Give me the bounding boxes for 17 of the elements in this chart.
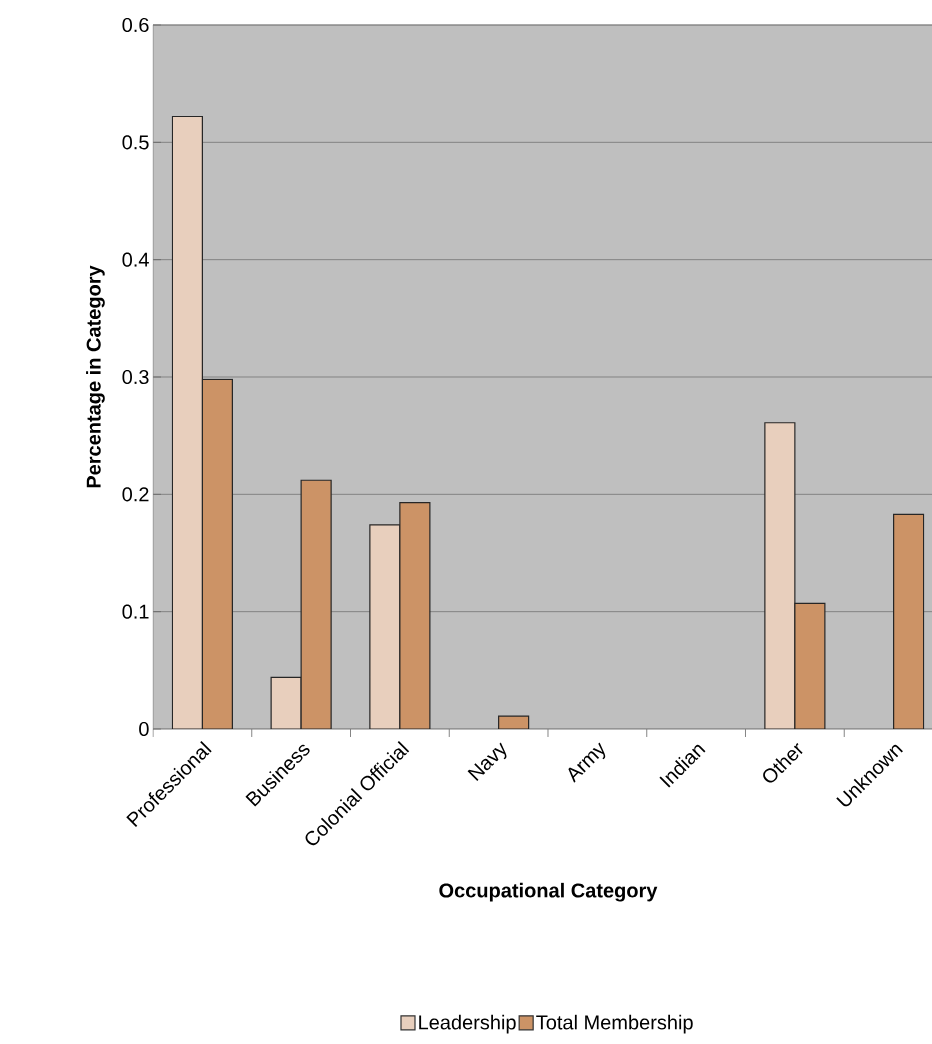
bar xyxy=(171,115,203,729)
y-tick-label: 0 xyxy=(139,721,149,737)
bar xyxy=(498,715,530,729)
bar xyxy=(893,513,925,729)
legend-label: Total Membership xyxy=(536,1014,693,1034)
legend-label: Leadership xyxy=(419,1014,516,1034)
y-tick-label: 0.4 xyxy=(122,252,149,267)
y-tick-label: 0.3 xyxy=(122,369,149,385)
y-axis-title: Percentage in Category xyxy=(86,265,105,488)
y-tick-label: 0.5 xyxy=(122,135,149,150)
bar xyxy=(270,676,302,729)
y-tick-label: 0.2 xyxy=(122,487,149,502)
bar xyxy=(369,524,401,729)
bar xyxy=(764,422,796,729)
x-axis-title: Occupational Category xyxy=(439,882,658,902)
y-tick-label: 0.1 xyxy=(122,604,149,619)
y-tick-label: 0.6 xyxy=(122,17,149,33)
